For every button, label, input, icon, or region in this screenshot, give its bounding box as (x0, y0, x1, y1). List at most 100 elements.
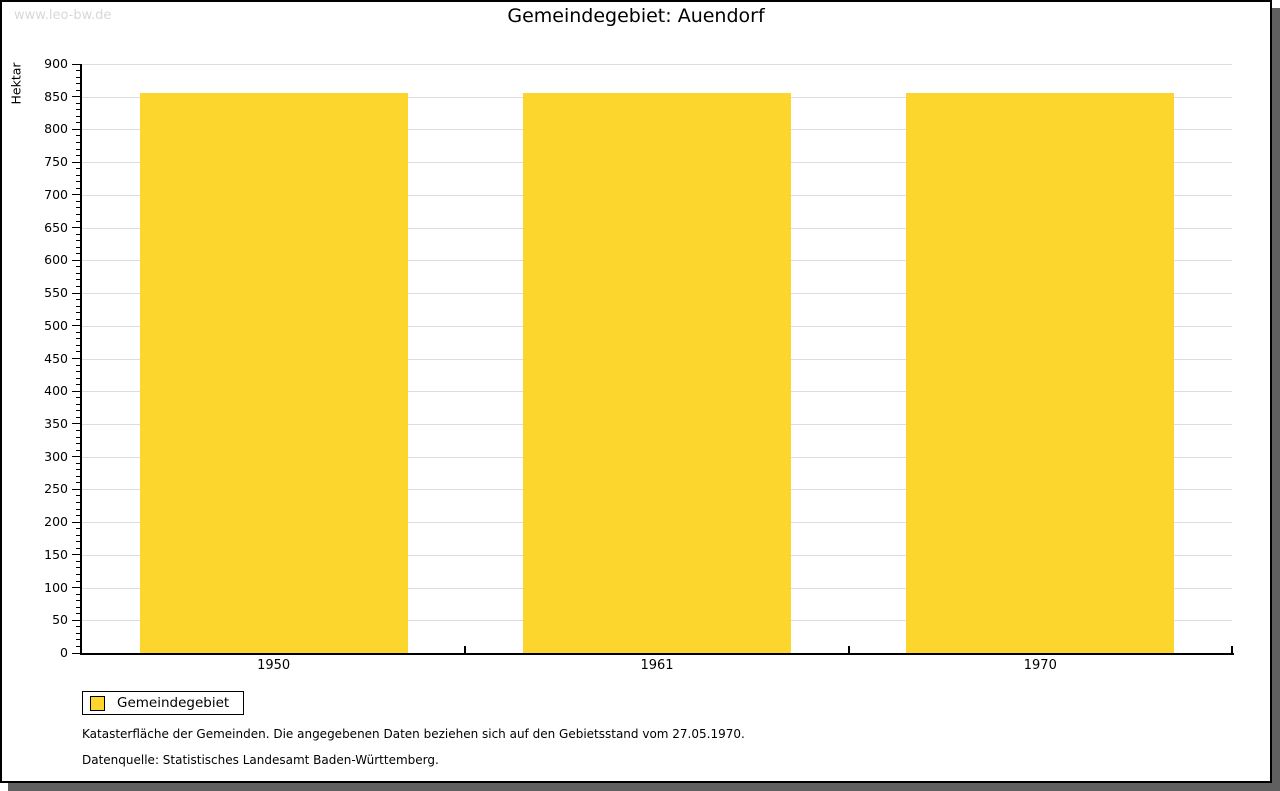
x-axis-line (80, 653, 1234, 655)
y-minor-tick (76, 410, 80, 412)
y-major-tick (72, 325, 80, 327)
y-tick-label: 350 (44, 415, 68, 431)
watermark: www.leo-bw.de (14, 8, 112, 23)
y-minor-tick (76, 377, 80, 379)
footnote-source-note: Katasterfläche der Gemeinden. Die angege… (82, 727, 745, 741)
bar-1950 (139, 92, 408, 653)
y-minor-tick (76, 168, 80, 170)
y-minor-tick (76, 573, 80, 575)
y-tick-label: 450 (44, 350, 68, 366)
y-minor-tick (76, 528, 80, 530)
y-minor-tick (76, 541, 80, 543)
y-minor-tick (76, 102, 80, 104)
bar-1970 (906, 92, 1175, 653)
y-major-tick (72, 456, 80, 458)
y-axis-line (80, 64, 82, 655)
y-major-tick (72, 619, 80, 621)
y-minor-tick (76, 403, 80, 405)
y-major-tick (72, 488, 80, 490)
y-minor-tick (76, 429, 80, 431)
y-minor-tick (76, 220, 80, 222)
y-tick-label: 900 (44, 56, 68, 71)
y-major-tick (72, 358, 80, 359)
y-minor-tick (76, 443, 80, 445)
y-tick-label: 500 (44, 317, 68, 333)
legend-label: Gemeindegebiet (117, 695, 230, 711)
y-minor-tick (76, 626, 80, 628)
y-minor-tick (76, 122, 80, 124)
y-minor-tick (76, 371, 80, 373)
y-major-tick (72, 521, 80, 523)
y-tick-label: 550 (44, 285, 68, 301)
y-minor-tick (76, 331, 80, 333)
y-minor-tick (76, 266, 80, 268)
y-minor-tick (76, 501, 80, 503)
y-minor-tick (76, 338, 80, 340)
y-minor-tick (76, 449, 80, 451)
y-minor-tick (76, 109, 80, 111)
y-minor-tick (76, 214, 80, 216)
y-minor-tick (76, 253, 80, 255)
y-major-tick (72, 554, 80, 556)
y-minor-tick (76, 384, 80, 386)
y-minor-tick (76, 279, 80, 281)
y-minor-tick (76, 645, 80, 647)
y-minor-tick (76, 200, 80, 202)
y-minor-tick (76, 207, 80, 209)
y-minor-tick (76, 76, 80, 78)
y-minor-tick (76, 89, 80, 91)
y-tick-label: 800 (44, 121, 68, 137)
y-minor-tick (76, 397, 80, 399)
y-minor-tick (76, 286, 80, 287)
x-boundary-tick (464, 646, 467, 653)
y-minor-tick (76, 305, 80, 307)
y-minor-tick (76, 560, 80, 562)
y-minor-tick (76, 600, 80, 602)
y-major-tick (72, 652, 80, 654)
y-tick-label: 850 (44, 88, 68, 104)
y-minor-tick (76, 135, 80, 137)
y-major-tick (72, 259, 80, 261)
y-tick-label: 50 (52, 612, 68, 628)
y-tick-label: 300 (44, 448, 68, 464)
y-minor-tick (76, 606, 80, 608)
footnote-data-source: Datenquelle: Statistisches Landesamt Bad… (82, 753, 439, 767)
y-tick-label: 700 (44, 186, 68, 202)
x-boundary-tick (847, 646, 850, 653)
y-minor-tick (76, 482, 80, 484)
x-boundary-tick (1231, 646, 1233, 653)
y-minor-tick (76, 318, 80, 320)
y-major-tick (72, 161, 80, 163)
y-minor-tick (76, 70, 80, 72)
y-minor-tick (76, 567, 80, 569)
y-minor-tick (76, 351, 80, 353)
y-major-tick (72, 96, 80, 98)
y-minor-tick (76, 632, 80, 634)
y-major-tick (72, 292, 80, 294)
y-minor-tick (76, 240, 80, 242)
bar-1961 (523, 92, 791, 653)
y-minor-tick (76, 534, 80, 536)
y-major-tick (72, 390, 80, 392)
y-minor-tick (76, 495, 80, 497)
y-tick-label: 200 (44, 514, 68, 530)
y-minor-tick (76, 272, 80, 274)
gridline-900 (82, 64, 1232, 65)
x-category-label: 1950 (257, 658, 291, 673)
y-minor-tick (76, 312, 80, 314)
y-minor-tick (76, 148, 80, 150)
y-major-tick (72, 63, 80, 65)
y-minor-tick (76, 469, 80, 471)
y-minor-tick (76, 462, 80, 464)
x-category-label: 1961 (640, 658, 674, 673)
legend-swatch (90, 695, 105, 711)
y-minor-tick (76, 344, 80, 346)
y-minor-tick (76, 115, 80, 117)
y-minor-tick (76, 299, 80, 301)
y-major-tick (72, 227, 80, 229)
y-minor-tick (76, 174, 80, 176)
y-major-tick (72, 423, 80, 425)
y-tick-label: 400 (44, 383, 68, 399)
y-minor-tick (76, 416, 80, 418)
